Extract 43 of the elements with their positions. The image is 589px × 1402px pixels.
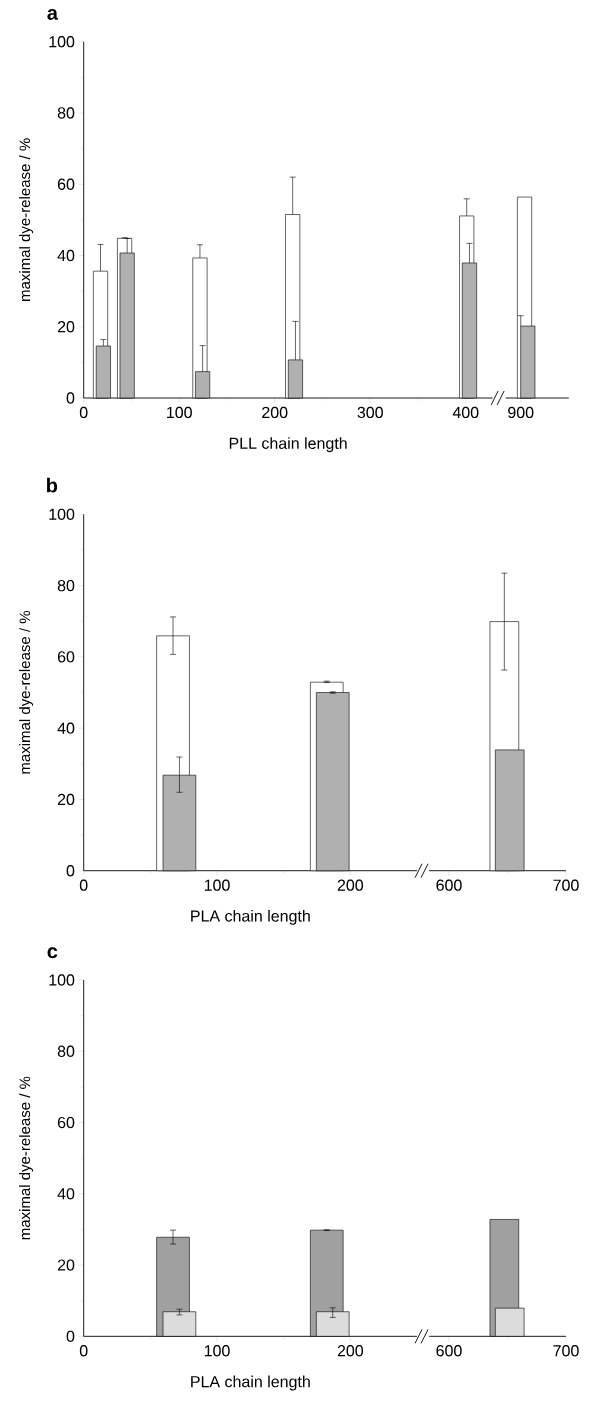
y-tick-label: 100 — [49, 508, 75, 520]
x-axis-title: PLL chain length — [229, 437, 347, 453]
x-tick-label: 700 — [553, 879, 579, 891]
y-tick-label: 0 — [66, 392, 75, 404]
x-tick-label: 600 — [436, 1345, 462, 1357]
chart-title: c — [47, 947, 58, 959]
x-tick-label: 200 — [337, 879, 364, 891]
y-tick-label: 80 — [57, 107, 75, 119]
y-tick-label: 40 — [57, 249, 75, 262]
y-tick-label: 20 — [57, 321, 75, 333]
x-tick-label: 400 — [452, 406, 479, 419]
y-axis-title: maximal dye-release / % — [19, 138, 34, 301]
x-axis-title: PLA chain length — [191, 909, 310, 925]
x-tick-label: 100 — [204, 879, 230, 891]
chart-title: b — [47, 477, 58, 493]
y-tick-label: 60 — [57, 178, 75, 190]
y-tick-label: 40 — [57, 722, 75, 734]
y-tick-label: 0 — [66, 865, 75, 877]
x-tick-label: 100 — [204, 1345, 230, 1357]
y-tick-label: 40 — [57, 1188, 75, 1200]
y-tick-label: 100 — [49, 974, 75, 986]
x-tick-label: 0 — [79, 1345, 88, 1357]
y-tick-label: 60 — [57, 1116, 75, 1129]
x-tick-label: 900 — [508, 406, 534, 419]
x-tick-label: 300 — [357, 406, 383, 419]
y-tick-label: 20 — [57, 1259, 75, 1271]
y-tick-label: 100 — [49, 36, 75, 48]
x-tick-label: 0 — [79, 406, 88, 419]
x-tick-label: 100 — [167, 406, 192, 419]
y-tick-label: 80 — [57, 1045, 75, 1057]
x-tick-label: 600 — [436, 879, 462, 891]
y-axis-title: maximal dye-release / % — [19, 610, 34, 774]
x-tick-label: 200 — [262, 406, 288, 419]
chart-title: a — [47, 8, 59, 20]
x-axis-title: PLA chain length — [191, 1375, 310, 1391]
y-tick-label: 80 — [57, 579, 75, 592]
y-tick-label: 60 — [57, 651, 75, 663]
y-tick-label: 20 — [57, 793, 75, 806]
y-axis-title: maximal dye-release / % — [19, 1076, 34, 1240]
x-tick-label: 0 — [79, 879, 88, 891]
x-tick-label: 700 — [553, 1345, 579, 1357]
x-tick-label: 200 — [337, 1345, 364, 1357]
y-tick-label: 0 — [66, 1330, 75, 1342]
